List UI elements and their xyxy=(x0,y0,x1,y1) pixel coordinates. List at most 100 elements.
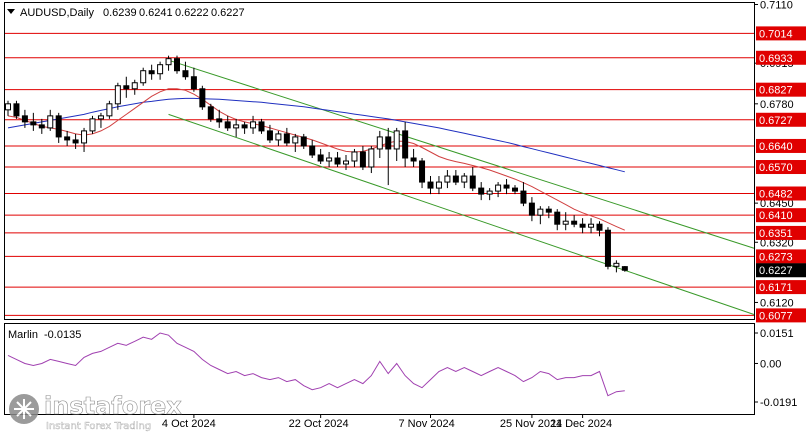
marlin-indicator: 0.0151 0.00 -0.0191 xyxy=(7,328,797,409)
candle xyxy=(528,197,535,222)
close-value: 0.6227 xyxy=(211,7,245,19)
channel-lower-line xyxy=(168,113,755,315)
candle-body xyxy=(89,118,96,132)
candle-body xyxy=(190,76,197,90)
dropdown-triangle-icon[interactable] xyxy=(7,9,15,14)
candle xyxy=(427,176,434,195)
candle-body xyxy=(309,145,316,156)
candle xyxy=(300,133,307,149)
candle xyxy=(131,79,138,95)
candle-body xyxy=(461,175,468,183)
candle xyxy=(140,67,147,86)
marlin-value: -0.0135 xyxy=(44,329,81,341)
candle xyxy=(562,212,569,231)
candle-body xyxy=(571,220,578,225)
candle-body xyxy=(64,136,71,141)
candle-body xyxy=(545,208,552,213)
candle xyxy=(393,127,400,161)
candle-body xyxy=(469,175,476,189)
candle-body xyxy=(452,175,459,183)
level-label: 0.7014 xyxy=(759,28,793,40)
level-label-bg xyxy=(756,82,806,97)
price-axis-label: 0.6320 xyxy=(760,237,794,249)
candle xyxy=(55,112,62,143)
level-label: 0.6482 xyxy=(759,189,793,201)
candle xyxy=(21,109,28,128)
candle xyxy=(402,121,409,168)
candle xyxy=(13,100,20,119)
candle xyxy=(97,112,104,128)
level-label-bg xyxy=(756,225,806,240)
candle-body xyxy=(376,136,383,150)
level-label-bg xyxy=(756,208,806,223)
candle-body xyxy=(47,115,54,129)
candle xyxy=(317,148,324,165)
candle-body xyxy=(427,181,434,189)
marlin-axis-label: 0.0151 xyxy=(760,328,794,340)
candle-body xyxy=(174,58,180,72)
date-label: 11 Dec 2024 xyxy=(551,418,613,430)
candle-body xyxy=(402,130,409,159)
candle xyxy=(275,130,282,146)
candle-body xyxy=(131,82,138,90)
candle xyxy=(343,154,349,171)
candle xyxy=(266,124,273,143)
level-label-bg xyxy=(756,280,806,295)
candle xyxy=(72,133,79,149)
candle-body xyxy=(579,223,586,228)
candle-body xyxy=(343,160,349,165)
price-axis-label: 0.6120 xyxy=(760,297,794,309)
candle-body xyxy=(13,103,20,117)
marlin-line xyxy=(7,332,625,397)
candle xyxy=(503,179,510,195)
channel-upper-line xyxy=(168,59,755,249)
candle xyxy=(486,188,493,201)
candle xyxy=(554,209,561,231)
candle-body xyxy=(435,181,442,189)
level-labels: 0.7014 0.6933 0.6827 0.6727 0.6640 0.6570 0.64… xyxy=(756,26,806,323)
candle-body xyxy=(326,157,333,162)
candle xyxy=(89,115,96,134)
candle-body xyxy=(165,58,172,66)
candle-body xyxy=(233,124,240,129)
candle xyxy=(207,103,214,122)
candle xyxy=(148,64,155,80)
level-label: 0.6640 xyxy=(759,141,793,153)
candle-body xyxy=(495,184,502,192)
candle-body xyxy=(38,124,45,129)
candle xyxy=(250,115,257,134)
candle-body xyxy=(30,121,37,126)
candle xyxy=(435,176,442,195)
candle xyxy=(123,76,130,98)
level-label: 0.6077 xyxy=(759,310,793,322)
candle-body xyxy=(478,187,485,195)
marlin-name: Marlin xyxy=(8,329,38,341)
candle xyxy=(376,130,383,158)
candle xyxy=(157,61,164,80)
candle-body xyxy=(562,220,569,225)
level-label: 0.6410 xyxy=(759,210,793,222)
date-label: 22 Oct 2024 xyxy=(289,418,349,430)
current-price-bg xyxy=(756,263,806,278)
candle-body xyxy=(596,223,603,231)
candle-body xyxy=(613,262,620,267)
candle xyxy=(106,100,113,119)
candle xyxy=(224,115,231,131)
candle-body xyxy=(148,70,155,75)
candle xyxy=(579,218,586,234)
candle-body xyxy=(157,64,164,75)
chart-header: AUDUSD,Daily 0.6239 0.6241 0.6222 0.6227 xyxy=(7,7,245,19)
candle xyxy=(359,145,366,171)
candle-body xyxy=(588,223,595,228)
candle xyxy=(165,55,172,71)
candle-body xyxy=(444,175,451,183)
candle-body xyxy=(81,130,88,144)
candle-body xyxy=(537,208,544,216)
candle-body xyxy=(199,88,206,108)
level-label: 0.6570 xyxy=(759,162,793,174)
level-label: 0.6351 xyxy=(759,228,793,240)
candle-body xyxy=(114,85,121,105)
candle xyxy=(478,182,485,201)
level-label: 0.6933 xyxy=(759,53,793,65)
